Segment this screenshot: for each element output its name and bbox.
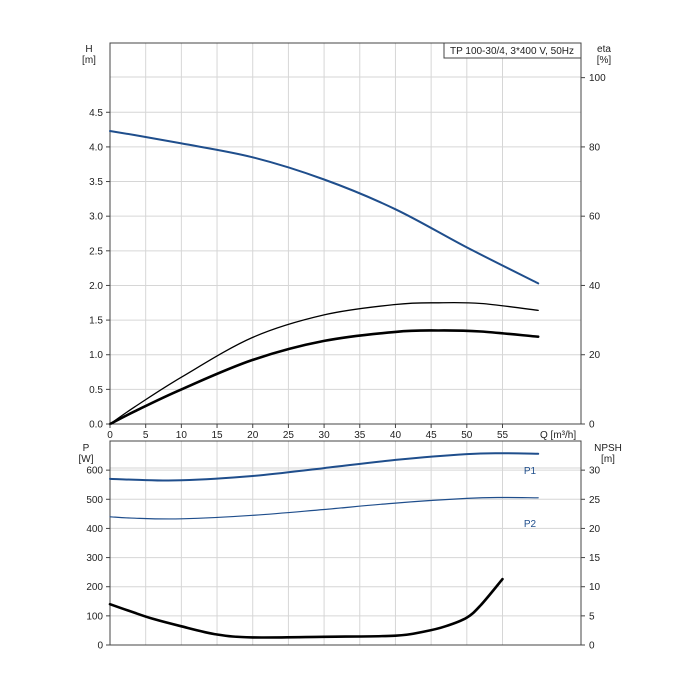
- y-left-tick-label: 4.5: [89, 108, 103, 119]
- head-efficiency-panel: 0.0 0.5 1.0 1.5 2.0 2.5 3.0 3.5 4.0 4.5 0 20 40 60 80 1…: [82, 42, 612, 441]
- y-left-tick-label: 2.5: [89, 246, 103, 257]
- power-series-group: [108, 452, 540, 639]
- y-right-tick-label: 40: [589, 281, 601, 292]
- x-tick-label: 15: [211, 430, 223, 441]
- x-tick-label: 30: [319, 430, 331, 441]
- x-tick-label: 25: [283, 430, 295, 441]
- y-left-tick-label: 400: [86, 524, 103, 535]
- head-grid: [110, 43, 581, 424]
- y-right-tick-label: 80: [589, 142, 601, 153]
- head-series-line-2: [108, 329, 540, 426]
- head-series-group: [108, 130, 540, 426]
- head-axis-unit: [m]: [82, 55, 96, 66]
- y-left-tick-label: 0.0: [89, 420, 103, 431]
- y-left-tick-label: 100: [86, 611, 103, 622]
- y-left-tick-label: 500: [86, 495, 103, 506]
- power-series-line-0: [109, 452, 540, 482]
- x-tick-label: 5: [143, 430, 149, 441]
- power-npsh-panel: 0 100 200 300 400 500 600 0 5 10 15 20 25 30 P [W] NP…: [79, 440, 622, 652]
- y-right-tick-label: 100: [589, 73, 606, 84]
- power-axis-ticks: 0 100 200 300 400 500 600 0 5 10 15 20 25 30: [86, 466, 600, 652]
- power-axis-label: P: [83, 443, 90, 454]
- y-left-tick-label: 0.5: [89, 385, 103, 396]
- y-right-tick-label: 10: [589, 582, 601, 593]
- y-left-tick-label: 3.0: [89, 212, 103, 223]
- head-axis-ticks: 0.0 0.5 1.0 1.5 2.0 2.5 3.0 3.5 4.0 4.5 0 20 40 60 80 1…: [89, 73, 606, 441]
- y-left-tick-label: 300: [86, 553, 103, 564]
- y-left-tick-label: 1.5: [89, 316, 103, 327]
- head-axis-label: H: [85, 44, 92, 55]
- x-tick-label: 40: [390, 430, 402, 441]
- y-right-tick-label: 60: [589, 212, 601, 223]
- head-series-line-0: [109, 130, 540, 285]
- y-right-tick-label: 0: [589, 641, 595, 652]
- y-right-tick-label: 0: [589, 420, 595, 431]
- p2-series-label: P2: [524, 519, 537, 530]
- flow-axis-label: Q [m³/h]: [540, 430, 576, 441]
- power-grid: [110, 441, 581, 645]
- x-tick-label: 0: [107, 430, 113, 441]
- power-series-line-1: [109, 496, 539, 520]
- power-axis-unit: [W]: [79, 454, 94, 465]
- y-right-tick-label: 20: [589, 524, 601, 535]
- y-left-tick-label: 2.0: [89, 281, 103, 292]
- p1-series-label: P1: [524, 466, 537, 477]
- y-right-tick-label: 25: [589, 495, 601, 506]
- x-tick-label: 10: [176, 430, 188, 441]
- y-left-tick-label: 3.5: [89, 177, 103, 188]
- head-plot-frame: [109, 42, 582, 425]
- chart-title: TP 100-30/4, 3*400 V, 50Hz: [450, 46, 574, 57]
- y-left-tick-label: 0: [97, 641, 103, 652]
- power-series-line-2: [108, 577, 504, 639]
- eta-axis-unit: [%]: [597, 55, 612, 66]
- eta-axis-label: eta: [597, 44, 611, 55]
- power-plot-frame: [109, 440, 582, 646]
- x-tick-label: 20: [247, 430, 259, 441]
- y-left-tick-label: 4.0: [89, 142, 103, 153]
- y-left-tick-label: 600: [86, 466, 103, 477]
- head-series-line-1: [109, 301, 539, 425]
- npsh-axis-label: NPSH: [594, 443, 622, 454]
- x-tick-label: 35: [354, 430, 366, 441]
- x-tick-label: 45: [426, 430, 438, 441]
- y-left-tick-label: 1.0: [89, 350, 103, 361]
- y-right-tick-label: 15: [589, 553, 601, 564]
- title-box: [443, 42, 582, 59]
- y-left-tick-label: 200: [86, 582, 103, 593]
- y-right-tick-label: 30: [589, 466, 601, 477]
- npsh-axis-unit: [m]: [601, 454, 615, 465]
- x-tick-label: 50: [461, 430, 473, 441]
- x-tick-label: 55: [497, 430, 509, 441]
- y-right-tick-label: 5: [589, 611, 595, 622]
- y-right-tick-label: 20: [589, 350, 601, 361]
